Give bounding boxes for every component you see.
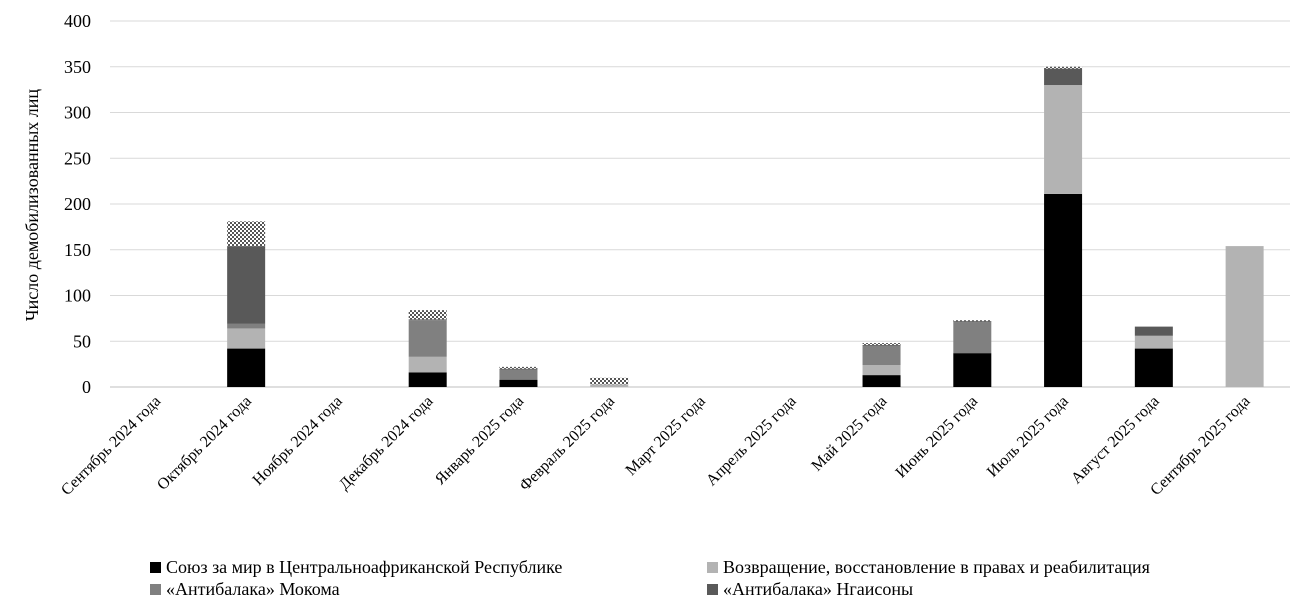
x-tick-label: Декабрь 2024 года — [336, 393, 437, 494]
x-tick-label: Сентябрь 2024 года — [58, 393, 164, 499]
x-tick-label: Апрель 2025 года — [703, 393, 799, 489]
bar-segment — [590, 384, 629, 387]
bar-segment — [862, 365, 901, 376]
bar-segment — [499, 379, 538, 387]
bar-segment — [953, 321, 992, 323]
bar-segment — [862, 343, 901, 345]
x-tick-label: Июнь 2025 года — [893, 393, 982, 482]
legend-item: «Антибалака» Мокома — [150, 579, 340, 600]
legend-item: «Антибалака» Нгаисоны — [707, 579, 913, 600]
bar-segment — [227, 246, 266, 324]
bar-segment — [590, 377, 629, 385]
y-tick-label: 250 — [64, 148, 91, 168]
bar-segment — [499, 369, 538, 380]
bar-segment — [862, 344, 901, 346]
demobilization-chart: 0 50 100 150 200 250 300 350 400 Сентябрь 2024 г… — [22, 11, 1290, 499]
y-tick-label: 400 — [64, 11, 91, 31]
y-tick-label: 50 — [73, 331, 91, 351]
bar-segment — [408, 310, 447, 320]
y-tick-label: 0 — [82, 377, 91, 397]
bar-segment — [1044, 66, 1083, 69]
x-tick-label: Май 2025 года — [808, 393, 890, 475]
legend-label: Возвращение, восстановление в правах и р… — [723, 557, 1150, 577]
x-tick-label: Февраль 2025 года — [516, 393, 618, 495]
bar-segment — [1134, 326, 1173, 336]
bar-segment — [408, 356, 447, 373]
bar-segment — [227, 221, 266, 247]
bar-segment — [862, 375, 901, 387]
bar-segment — [953, 353, 992, 387]
legend-swatch — [150, 562, 161, 573]
bar-segment — [1134, 335, 1173, 349]
x-tick-label: Август 2025 года — [1068, 393, 1163, 488]
bar-segment — [1044, 85, 1083, 194]
y-tick-label: 100 — [64, 286, 91, 306]
y-tick-label: 200 — [64, 194, 91, 214]
y-axis-label: Число демобилизованных лиц — [22, 89, 42, 321]
x-tick-label: Октябрь 2024 года — [154, 393, 255, 494]
bar-segment — [499, 368, 538, 370]
bar-segment — [1044, 193, 1083, 387]
x-tick-label: Сентябрь 2025 года — [1147, 393, 1253, 499]
x-tick-label: Март 2025 года — [623, 393, 709, 479]
y-tick-label: 300 — [64, 103, 91, 123]
bar-segment — [408, 320, 447, 357]
bar-segment — [953, 320, 992, 322]
bar-segment — [1225, 246, 1264, 387]
x-tick-label: Ноябрь 2024 года — [250, 393, 346, 489]
legend-label: «Антибалака» Нгаисоны — [723, 579, 914, 599]
bar-segment — [408, 319, 447, 321]
bar-segment — [499, 366, 538, 369]
x-tick-label: Январь 2025 года — [432, 393, 527, 488]
legend-swatch — [707, 562, 718, 573]
bar-segment — [227, 348, 266, 387]
bar-segment — [227, 323, 266, 329]
y-tick-label: 350 — [64, 57, 91, 77]
bar-segment — [953, 322, 992, 354]
legend-item: Союз за мир в Центральноафриканской Респ… — [150, 557, 562, 578]
legend-swatch — [707, 584, 718, 595]
y-tick-label: 150 — [64, 240, 91, 260]
bar-segment — [1134, 348, 1173, 387]
legend-label: Союз за мир в Центральноафриканской Респ… — [166, 557, 563, 577]
legend-swatch — [150, 584, 161, 595]
bar-segment — [1044, 68, 1083, 86]
legend-label: «Антибалака» Мокома — [166, 579, 340, 599]
legend: Союз за мир в Центральноафриканской Респ… — [150, 557, 1270, 601]
legend-item: Возвращение, восстановление в правах и р… — [707, 557, 1150, 578]
bar-segment — [408, 372, 447, 387]
x-tick-label: Июль 2025 года — [984, 393, 1072, 481]
bar-segment — [862, 345, 901, 366]
bar-segment — [227, 328, 266, 349]
